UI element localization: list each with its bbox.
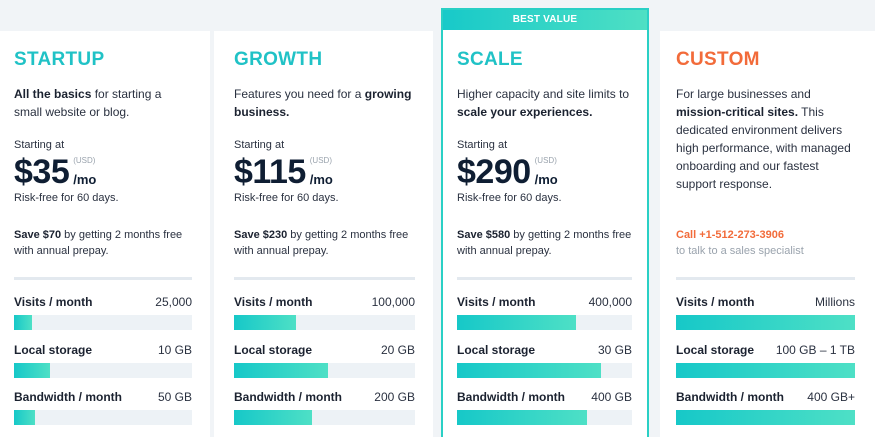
starting-at-label: Starting at xyxy=(234,139,285,151)
metric-bar-fill xyxy=(14,363,50,378)
metric-bandwidth: Bandwidth / month 400 GB+ xyxy=(676,389,855,425)
plan-name: SCALE xyxy=(457,49,523,70)
risk-free-note: Risk-free for 60 days. xyxy=(14,192,119,204)
plan-card-custom: CUSTOM For large businesses and mission-… xyxy=(660,31,875,437)
metric-bar xyxy=(457,363,632,378)
metric-bar-fill xyxy=(676,410,855,425)
price-row: $115 (USD) /mo xyxy=(234,153,350,191)
divider xyxy=(14,277,192,280)
metric-bar xyxy=(234,410,415,425)
metric-visits: Visits / month 400,000 xyxy=(457,294,632,330)
annual-savings-note: Save $230 by getting 2 months free with … xyxy=(234,229,409,257)
metric-bar-fill xyxy=(457,410,587,425)
metric-bandwidth: Bandwidth / month 200 GB xyxy=(234,389,415,425)
metric-bar xyxy=(234,363,415,378)
currency-label: (USD) xyxy=(534,156,557,165)
metric-bar-fill xyxy=(457,363,601,378)
metric-bar xyxy=(14,363,192,378)
price-row: $35 (USD) /mo xyxy=(14,153,113,191)
plan-description: For large businesses and mission-critica… xyxy=(676,87,851,191)
metric-bar-fill xyxy=(234,315,296,330)
divider xyxy=(457,277,632,280)
per-month-label: /mo xyxy=(309,172,333,187)
starting-at-label: Starting at xyxy=(14,139,65,151)
metric-bar-fill xyxy=(14,315,32,330)
metric-visits: Visits / month Millions xyxy=(676,294,855,330)
best-value-badge: BEST VALUE xyxy=(443,10,647,30)
metric-bar-fill xyxy=(234,410,312,425)
metric-bar xyxy=(676,363,855,378)
plan-description: All the basics for starting a small webs… xyxy=(14,87,162,119)
risk-free-note: Risk-free for 60 days. xyxy=(457,192,562,204)
plan-card-scale: BEST VALUE SCALE Higher capacity and sit… xyxy=(441,8,649,437)
per-month-label: /mo xyxy=(73,172,97,187)
risk-free-note: Risk-free for 60 days. xyxy=(234,192,339,204)
divider xyxy=(676,277,855,280)
annual-savings-note: Save $580 by getting 2 months free with … xyxy=(457,229,632,257)
plan-description: Higher capacity and site limits to scale… xyxy=(457,87,630,119)
metric-visits: Visits / month 25,000 xyxy=(14,294,192,330)
divider xyxy=(234,277,415,280)
per-month-label: /mo xyxy=(534,172,558,187)
metric-bar-fill xyxy=(676,315,855,330)
price-amount: $35 xyxy=(14,153,70,191)
plan-name: GROWTH xyxy=(234,49,323,70)
sales-phone-link[interactable]: Call +1-512-273-3906 xyxy=(676,229,784,241)
metric-bar-fill xyxy=(234,363,329,378)
plan-description: Features you need for a growing business… xyxy=(234,87,412,119)
metric-bar xyxy=(14,315,192,330)
price-amount: $115 xyxy=(234,153,306,191)
metric-visits: Visits / month 100,000 xyxy=(234,294,415,330)
plan-name: STARTUP xyxy=(14,49,105,70)
metric-bar xyxy=(457,315,632,330)
metric-bar xyxy=(14,410,192,425)
metric-bar-fill xyxy=(14,410,36,425)
plan-card-startup: STARTUP All the basics for starting a sm… xyxy=(0,31,210,437)
metric-bar xyxy=(234,315,415,330)
plan-name: CUSTOM xyxy=(676,49,760,70)
metric-bar xyxy=(676,315,855,330)
annual-savings-note: Save $70 by getting 2 months free with a… xyxy=(14,229,183,257)
metric-storage: Local storage 30 GB xyxy=(457,342,632,378)
plan-card-growth: GROWTH Features you need for a growing b… xyxy=(214,31,433,437)
metric-bar xyxy=(457,410,632,425)
metric-bar-fill xyxy=(457,315,576,330)
sales-contact-note: to talk to a sales specialist xyxy=(676,245,804,257)
metric-bandwidth: Bandwidth / month 400 GB xyxy=(457,389,632,425)
metric-bar xyxy=(676,410,855,425)
metric-storage: Local storage 20 GB xyxy=(234,342,415,378)
currency-label: (USD) xyxy=(309,156,332,165)
metric-bandwidth: Bandwidth / month 50 GB xyxy=(14,389,192,425)
metric-bar-fill xyxy=(676,363,855,378)
metric-storage: Local storage 100 GB – 1 TB xyxy=(676,342,855,378)
currency-label: (USD) xyxy=(73,156,96,165)
price-amount: $290 xyxy=(457,153,531,191)
metric-storage: Local storage 10 GB xyxy=(14,342,192,378)
price-row: $290 (USD) /mo xyxy=(457,153,575,191)
sales-contact: Call +1-512-273-3906 to talk to a sales … xyxy=(676,227,804,259)
starting-at-label: Starting at xyxy=(457,139,508,151)
